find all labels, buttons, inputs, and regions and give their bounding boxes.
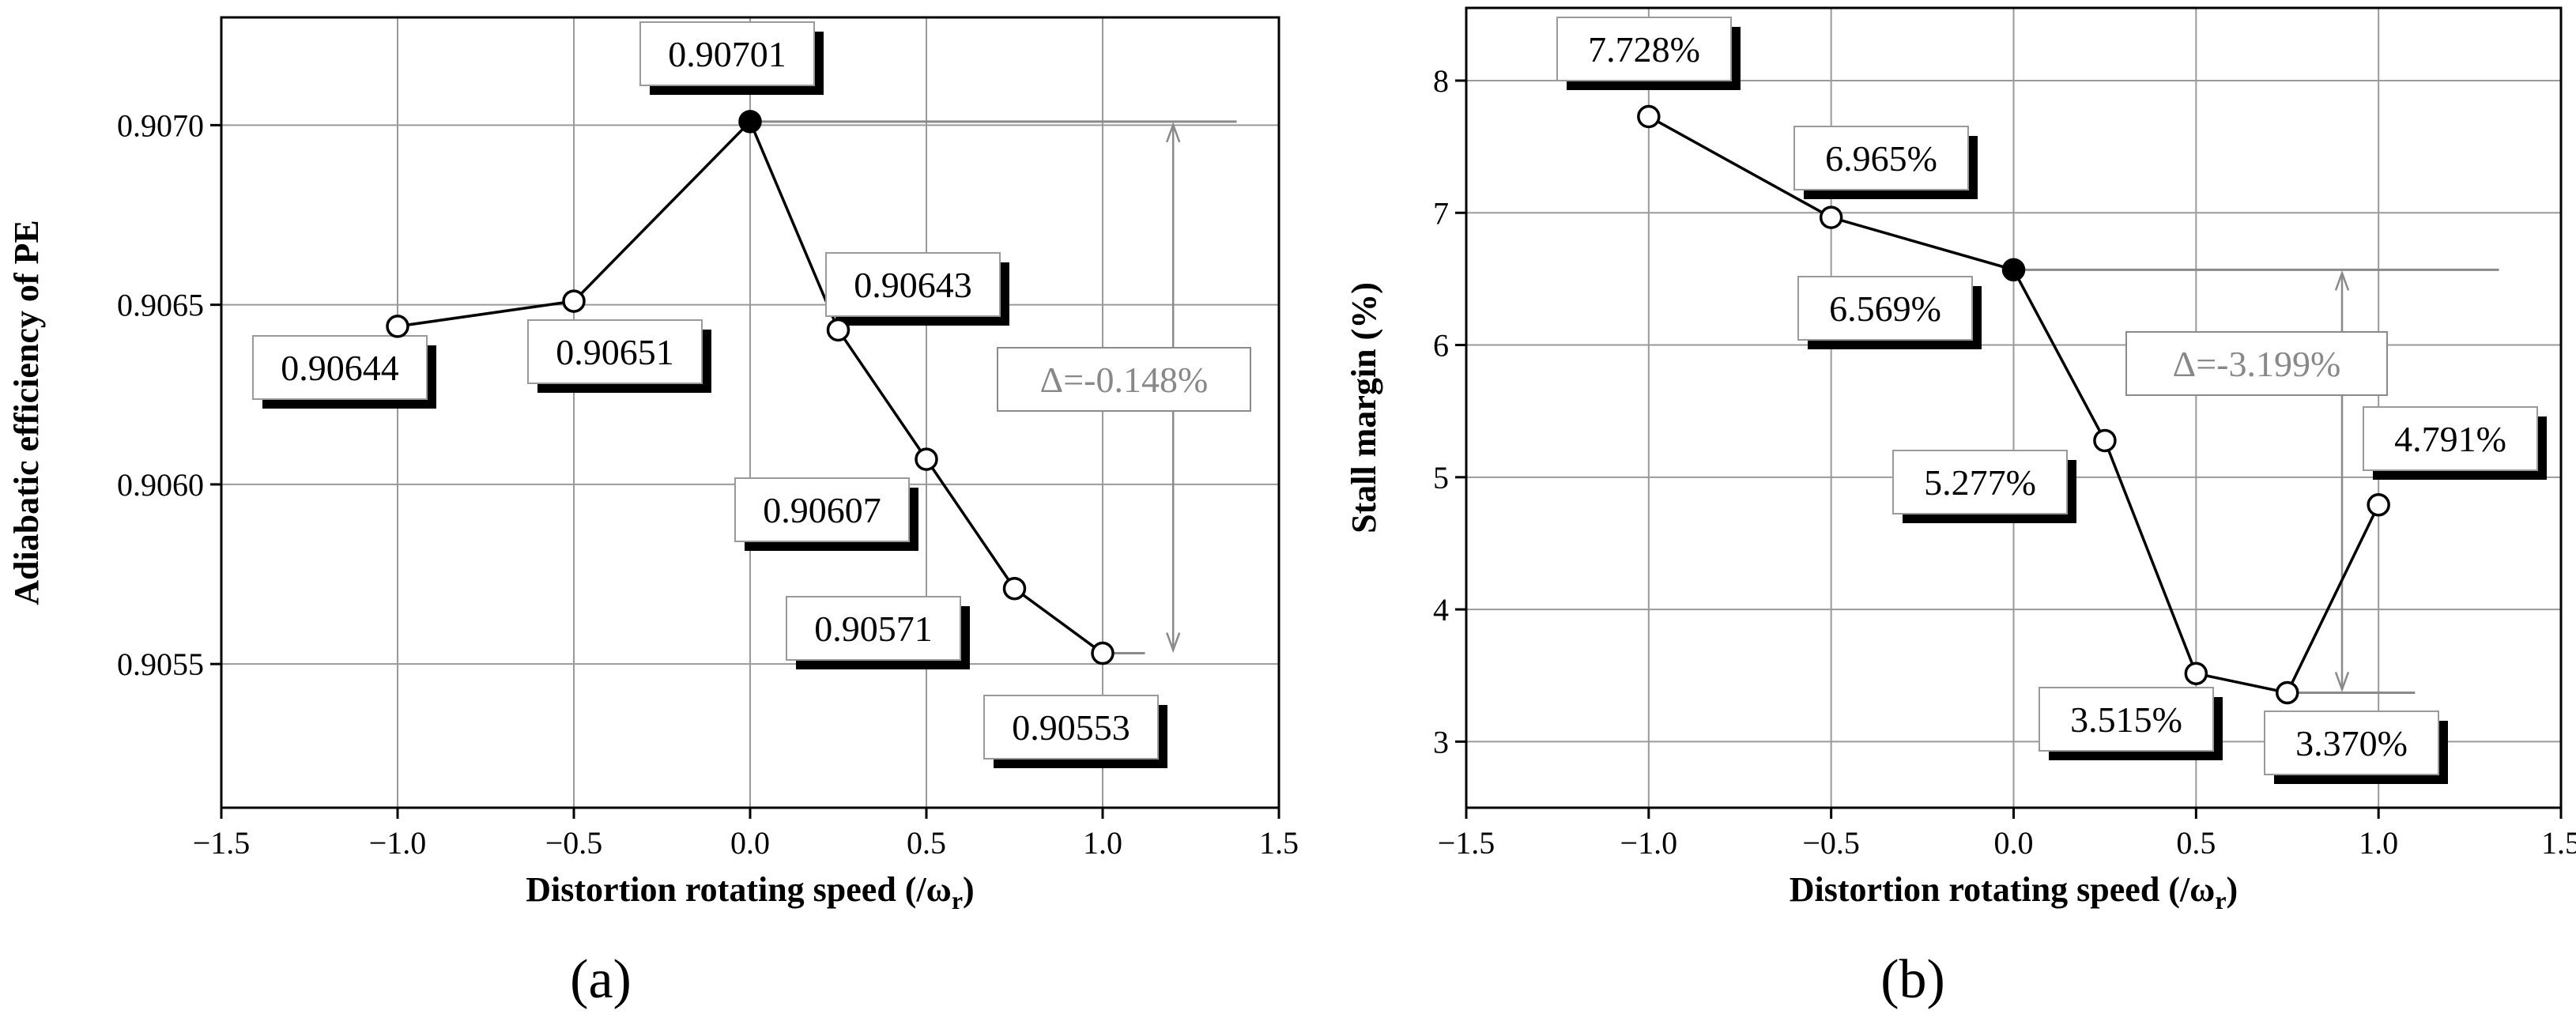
- x-tick-label: 1.0: [2359, 825, 2398, 861]
- data-label-box: [786, 596, 961, 661]
- data-point: [2367, 493, 2390, 517]
- panel-caption: (a): [570, 949, 632, 1010]
- data-point: [562, 289, 586, 313]
- y-axis-title: Stall margin (%): [1345, 282, 1383, 533]
- y-tick-label: 6: [1433, 328, 1449, 364]
- delta-label: Δ=-0.148%: [1040, 360, 1209, 400]
- data-point: [2276, 680, 2299, 705]
- data-label: 5.277%: [1924, 462, 2036, 503]
- delta-arrow-head-top: [2334, 270, 2350, 291]
- data-point: [915, 447, 938, 471]
- x-axis-title: Distortion rotating speed (/ωr): [526, 870, 974, 914]
- data-label: 0.90644: [281, 348, 399, 388]
- x-axis-title-close: ): [963, 870, 975, 909]
- panel-a: −1.5 −1.0 −0.5 0.0 0.5 1.0 1.5 0.9055 0.9060 0.90…: [7, 16, 1299, 1010]
- x-tick-label: −1.5: [1438, 825, 1495, 861]
- panel-b: −1.5 −1.0 −0.5 0.0 0.5 1.0 1.5 3 4 5 6 7 8 Distortion…: [1345, 6, 2576, 1010]
- data-label-box: [2039, 687, 2214, 752]
- y-tick-label: 0.9070: [117, 107, 204, 143]
- x-tick-label: 1.0: [1083, 825, 1122, 861]
- y-axis-title: Adiabatic efficiency of PE: [7, 220, 46, 605]
- x-axis-title-subscript: r: [952, 886, 963, 914]
- delta-label-box: [2125, 331, 2388, 396]
- data-label: 7.728%: [1588, 29, 1700, 70]
- y-tick-label: 5: [1433, 460, 1449, 496]
- data-point: [386, 315, 409, 338]
- data-label: 0.90607: [763, 490, 881, 530]
- y-tick-label: 0.9055: [117, 646, 204, 682]
- x-axis-title: Distortion rotating speed (/ωr): [1790, 870, 2238, 914]
- data-label: 0.90553: [1012, 707, 1130, 748]
- data-point: [2093, 428, 2117, 453]
- delta-arrow-head-bottom: [2334, 672, 2350, 693]
- x-tick-label: −1.0: [369, 825, 427, 861]
- data-label-box: [1793, 126, 1969, 190]
- data-point: [2184, 662, 2208, 685]
- data-label: 6.965%: [1825, 138, 1937, 179]
- data-point: [738, 110, 762, 134]
- x-tick-label: 0.5: [2176, 825, 2216, 861]
- data-label: 0.90643: [854, 265, 972, 305]
- data-label-box: [734, 477, 910, 542]
- y-tick-label: 7: [1433, 195, 1449, 231]
- data-point: [826, 318, 850, 342]
- data-point: [1637, 104, 1661, 129]
- panel-caption: (b): [1880, 949, 1945, 1010]
- delta-label: Δ=-3.199%: [2173, 344, 2341, 384]
- data-label-box: [1797, 276, 1973, 341]
- data-label: 4.791%: [2394, 419, 2506, 459]
- data-label-box: [527, 319, 703, 384]
- x-tick-label: 0.0: [730, 825, 770, 861]
- data-label: 0.90651: [556, 332, 674, 372]
- data-label: 6.569%: [1829, 288, 1941, 329]
- data-label-box: [639, 21, 815, 86]
- data-label: 0.90571: [814, 609, 933, 649]
- y-tick-label: 4: [1433, 592, 1449, 628]
- delta-arrow-head-top: [1166, 122, 1181, 143]
- y-tick-label: 3: [1433, 724, 1449, 760]
- delta-arrow-head-bottom: [1166, 632, 1181, 654]
- x-axis-title-main: Distortion rotating speed (/ω: [526, 870, 952, 909]
- data-label-box: [1556, 17, 1732, 81]
- x-tick-label: −1.0: [1620, 825, 1678, 861]
- data-label-box: [252, 335, 428, 400]
- data-point: [2001, 258, 2026, 282]
- x-tick-label: −1.5: [193, 825, 251, 861]
- x-tick-label: −0.5: [1802, 825, 1860, 861]
- data-label-box: [2264, 710, 2439, 775]
- data-label-box: [1892, 450, 2068, 514]
- data-label-box: [983, 695, 1159, 760]
- data-label-box: [825, 252, 1001, 317]
- x-axis-title-subscript: r: [2215, 886, 2226, 914]
- y-tick-label: 8: [1433, 63, 1449, 99]
- y-tick-label: 0.9065: [117, 288, 204, 323]
- x-axis-title-main: Distortion rotating speed (/ω: [1790, 870, 2216, 909]
- y-tick-label: 0.9060: [117, 467, 204, 503]
- data-label: 3.370%: [2295, 723, 2408, 763]
- data-point: [1819, 205, 1843, 229]
- x-tick-label: 0.0: [1994, 825, 2034, 861]
- data-label-box: [2363, 406, 2538, 471]
- x-tick-label: 1.5: [2541, 825, 2576, 861]
- data-point: [1002, 576, 1027, 601]
- x-tick-label: 1.5: [1259, 825, 1299, 861]
- x-axis-title-close: ): [2227, 870, 2238, 909]
- data-label: 0.90701: [668, 34, 786, 74]
- data-label: 3.515%: [2070, 699, 2182, 740]
- delta-label-box: [997, 347, 1251, 412]
- data-point: [1091, 641, 1115, 665]
- x-tick-label: 0.5: [907, 825, 946, 861]
- x-tick-label: −0.5: [545, 825, 603, 861]
